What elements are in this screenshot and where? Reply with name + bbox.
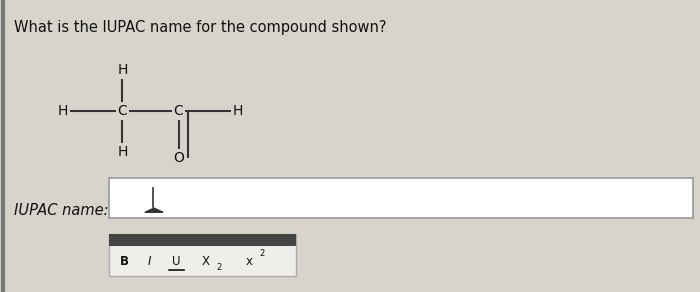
Text: What is the IUPAC name for the compound shown?: What is the IUPAC name for the compound … (14, 20, 386, 35)
Text: H: H (118, 145, 127, 159)
Text: B: B (120, 255, 128, 268)
Text: U: U (172, 255, 181, 268)
Text: 2: 2 (260, 249, 265, 258)
Polygon shape (145, 208, 163, 212)
Text: H: H (118, 63, 127, 77)
FancyBboxPatch shape (108, 234, 296, 246)
Text: IUPAC name:: IUPAC name: (14, 203, 108, 218)
Text: x: x (246, 255, 253, 268)
Text: I: I (147, 255, 151, 268)
FancyBboxPatch shape (108, 234, 296, 276)
Text: X: X (202, 255, 210, 268)
Text: O: O (173, 151, 184, 165)
Text: 2: 2 (216, 263, 222, 272)
Text: H: H (58, 104, 68, 118)
FancyBboxPatch shape (108, 178, 693, 218)
Text: C: C (174, 104, 183, 118)
Text: C: C (118, 104, 127, 118)
Text: H: H (233, 104, 243, 118)
